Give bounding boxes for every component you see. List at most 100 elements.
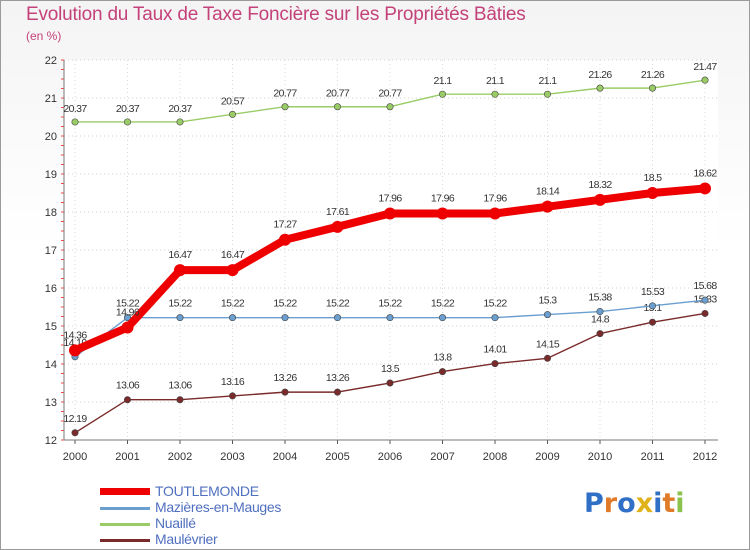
legend-swatch (100, 523, 150, 526)
data-point (281, 314, 289, 322)
data-label: 14.15 (536, 338, 560, 350)
data-point (281, 103, 289, 111)
y-axis-unit: (en %) (26, 29, 62, 43)
data-label: 14.01 (483, 344, 507, 356)
data-point (386, 379, 394, 387)
legend-item-maulevrier: Maulévrier (100, 531, 360, 548)
x-tick-label: 2010 (588, 451, 612, 463)
data-label: 15.22 (168, 298, 192, 310)
data-label: 21.1 (538, 75, 557, 87)
data-point (648, 302, 656, 310)
data-point (543, 354, 551, 362)
y-tick-label: 14 (45, 359, 57, 371)
data-label: 15.22 (326, 298, 350, 310)
data-point (121, 321, 134, 334)
data-point (701, 76, 709, 84)
y-tick-label: 20 (45, 131, 57, 143)
data-point (541, 200, 554, 213)
legend-item-mazieres: Mazières-en-Mauges (100, 499, 360, 516)
data-point (491, 360, 499, 368)
data-label: 13.8 (433, 352, 452, 364)
data-point (333, 314, 341, 322)
data-point (646, 187, 659, 199)
legend-item-nuaille: Nuaillé (100, 515, 360, 532)
x-tick-label: 2007 (430, 451, 454, 463)
x-tick-label: 2008 (483, 451, 507, 463)
data-label: 15.22 (431, 298, 455, 310)
data-point (176, 396, 184, 404)
proxiti-logo: Proxiti (584, 488, 685, 519)
data-point (229, 314, 237, 322)
legend-label: Nuaillé (155, 515, 196, 531)
data-point (124, 118, 132, 126)
data-label: 15.38 (588, 292, 612, 304)
data-label: 17.96 (378, 193, 402, 205)
data-label: 20.37 (116, 103, 140, 115)
data-point (71, 429, 79, 437)
data-point (489, 207, 501, 220)
data-label: 15.3 (538, 295, 557, 307)
data-label: 16.47 (221, 249, 245, 261)
data-point (331, 220, 344, 233)
legend-item-toutlemonde: TOUTLEMONDE (100, 483, 360, 500)
data-label: 13.5 (381, 363, 400, 375)
data-label: 18.32 (588, 179, 612, 191)
legend-swatch (100, 507, 150, 510)
y-tick-label: 21 (45, 93, 57, 105)
data-label: 20.57 (221, 95, 245, 107)
data-point (701, 296, 709, 304)
data-point (699, 182, 711, 195)
data-label: 15.22 (221, 298, 245, 310)
x-tick-label: 2012 (693, 451, 717, 463)
data-point (436, 207, 449, 220)
data-label: 17.96 (483, 193, 507, 205)
data-point (226, 264, 239, 277)
logo-letter: i (653, 488, 663, 519)
data-point (333, 388, 341, 396)
data-label: 14.36 (63, 329, 87, 341)
data-point (279, 233, 291, 246)
logo-letter: t (662, 488, 676, 519)
data-label: 15.22 (116, 298, 140, 310)
data-point (384, 207, 396, 220)
data-label: 16.47 (168, 249, 192, 261)
y-tick-label: 19 (45, 169, 57, 181)
data-point (596, 308, 604, 316)
data-label: 14.8 (591, 314, 610, 326)
x-tick-label: 2006 (378, 451, 402, 463)
data-label: 18.5 (643, 172, 662, 184)
y-tick-label: 18 (45, 207, 57, 219)
data-point (71, 118, 79, 126)
y-tick-label: 13 (45, 397, 57, 409)
logo-letter: P (584, 488, 604, 519)
data-point (596, 84, 604, 92)
legend-label: Maulévrier (155, 531, 218, 547)
x-tick-label: 2011 (641, 451, 665, 463)
data-label: 12.19 (63, 413, 87, 425)
chart-title: Evolution du Taux de Taxe Foncière sur l… (26, 4, 526, 25)
data-point (491, 314, 499, 322)
data-point (438, 314, 446, 322)
y-tick-label: 22 (45, 55, 57, 67)
data-label: 20.37 (63, 103, 87, 115)
data-label: 15.22 (273, 298, 297, 310)
legend: TOUTLEMONDE Mazières-en-Mauges Nuaillé M… (100, 483, 360, 548)
data-label: 17.27 (273, 219, 297, 231)
data-point (386, 103, 394, 111)
y-tick-label: 17 (45, 245, 57, 257)
logo-letter: i (675, 488, 685, 519)
y-tick-label: 15 (45, 321, 57, 333)
data-point (648, 84, 656, 92)
data-label: 15.68 (693, 280, 717, 292)
data-label: 21.26 (641, 69, 665, 81)
data-point (594, 193, 606, 206)
x-tick-label: 2002 (168, 451, 192, 463)
x-tick-label: 2003 (220, 451, 244, 463)
data-label: 15.22 (483, 298, 507, 310)
logo-letter: r (603, 488, 618, 519)
data-label: 15.22 (378, 298, 402, 310)
data-point (386, 314, 394, 322)
data-label: 20.77 (273, 88, 297, 100)
data-label: 21.1 (486, 75, 505, 87)
